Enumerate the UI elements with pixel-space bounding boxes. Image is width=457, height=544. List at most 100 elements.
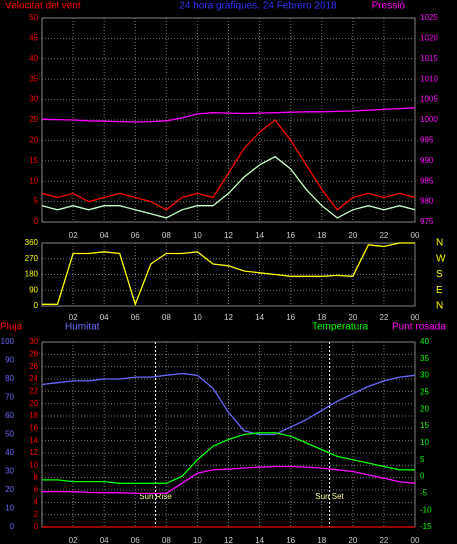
x-tick-label: 00 xyxy=(411,313,420,322)
y-tick-label: 26 xyxy=(29,362,38,371)
x-tick-label: 16 xyxy=(286,313,295,322)
y-tick-label: 50 xyxy=(29,13,38,22)
y-tick-label: 15 xyxy=(29,156,38,165)
x-tick-label: 04 xyxy=(100,536,109,544)
y-tick-label: 90 xyxy=(29,285,38,294)
x-tick-label: 20 xyxy=(348,231,357,240)
y2-tick-label: 985 xyxy=(420,176,434,185)
legend-entry: Pluja xyxy=(0,322,23,333)
y2-tick-label: N xyxy=(436,301,443,312)
x-tick-label: 12 xyxy=(224,231,233,240)
y-tick-label: 35 xyxy=(29,74,38,83)
x-tick-label: 06 xyxy=(131,231,140,240)
y-tick-label: 12 xyxy=(29,448,38,457)
y2-tick-label: 20 xyxy=(420,404,429,413)
y-tick-label: 360 xyxy=(25,238,39,247)
y-tick-label: 10 xyxy=(29,460,38,469)
y-tick-label: 28 xyxy=(29,349,38,358)
y3-tick-label: 100 xyxy=(1,337,15,346)
y-tick-label: 10 xyxy=(29,176,38,185)
x-tick-label: 02 xyxy=(69,313,78,322)
y2-tick-label: 1000 xyxy=(420,115,438,124)
y-tick-label: 180 xyxy=(25,270,39,279)
y2-tick-label: -15 xyxy=(420,522,432,531)
y2-tick-label: 40 xyxy=(420,337,429,346)
y-tick-label: 2 xyxy=(34,510,39,519)
y2-tick-label: E xyxy=(436,285,443,296)
y-tick-label: 20 xyxy=(29,136,38,145)
y3-tick-label: 40 xyxy=(5,448,14,457)
y-tick-label: 30 xyxy=(29,95,38,104)
y-tick-label: 6 xyxy=(34,485,39,494)
y-tick-label: 22 xyxy=(29,386,38,395)
y-tick-label: 16 xyxy=(29,423,38,432)
y2-tick-label: 1015 xyxy=(420,54,438,63)
y-tick-label: 40 xyxy=(29,54,38,63)
y-tick-label: 4 xyxy=(34,497,39,506)
y2-tick-label: 995 xyxy=(420,136,434,145)
y2-tick-label: 15 xyxy=(420,421,429,430)
wind-label: Velocitat del vent xyxy=(5,1,81,12)
x-tick-label: 00 xyxy=(411,536,420,544)
y3-tick-label: 90 xyxy=(5,356,14,365)
series-line xyxy=(42,242,415,307)
x-tick-label: 16 xyxy=(286,536,295,544)
x-tick-label: 08 xyxy=(162,231,171,240)
x-tick-label: 12 xyxy=(224,536,233,544)
series-line xyxy=(41,119,416,211)
x-tick-label: 16 xyxy=(286,231,295,240)
y-tick-label: 18 xyxy=(29,411,38,420)
y2-tick-label: 25 xyxy=(420,388,429,397)
x-tick-label: 10 xyxy=(193,231,202,240)
x-tick-label: 20 xyxy=(348,536,357,544)
y-tick-label: 14 xyxy=(29,436,38,445)
y2-tick-label: W xyxy=(436,253,446,264)
y3-tick-label: 20 xyxy=(5,485,14,494)
x-tick-label: 12 xyxy=(224,313,233,322)
y-tick-label: 25 xyxy=(29,115,38,124)
x-tick-label: 00 xyxy=(411,231,420,240)
x-tick-label: 04 xyxy=(100,313,109,322)
y3-tick-label: 30 xyxy=(5,467,14,476)
x-tick-label: 14 xyxy=(255,536,264,544)
y-tick-label: 30 xyxy=(29,337,38,346)
y-tick-label: 8 xyxy=(34,473,39,482)
y2-tick-label: 990 xyxy=(420,156,434,165)
y3-tick-label: 0 xyxy=(10,522,15,531)
x-tick-label: 02 xyxy=(69,536,78,544)
annotation: Sun Rise xyxy=(139,492,172,501)
x-tick-label: 20 xyxy=(348,313,357,322)
y2-tick-label: 10 xyxy=(420,438,429,447)
legend-entry: Temperatura xyxy=(312,322,369,333)
x-tick-label: 18 xyxy=(317,313,326,322)
y-tick-label: 20 xyxy=(29,399,38,408)
legend-entry: Punt rosada xyxy=(392,322,446,333)
y-tick-label: 0 xyxy=(34,301,39,310)
y2-tick-label: -5 xyxy=(420,488,428,497)
x-tick-label: 22 xyxy=(379,536,388,544)
y2-tick-label: S xyxy=(436,269,443,280)
x-tick-label: 10 xyxy=(193,536,202,544)
y3-tick-label: 50 xyxy=(5,430,14,439)
y2-tick-label: 35 xyxy=(420,354,429,363)
x-tick-label: 04 xyxy=(100,231,109,240)
x-tick-label: 08 xyxy=(162,536,171,544)
y2-tick-label: 980 xyxy=(420,197,434,206)
chart-title: 24 hora gràfiques. 24 Febrero 2018 xyxy=(179,1,337,12)
y-tick-label: 0 xyxy=(34,522,39,531)
pressure-label: Pressió xyxy=(372,1,406,12)
y2-tick-label: -10 xyxy=(420,505,432,514)
y-tick-label: 24 xyxy=(29,374,38,383)
x-tick-label: 14 xyxy=(255,313,264,322)
x-tick-label: 08 xyxy=(162,313,171,322)
series-line xyxy=(41,155,416,219)
series-line xyxy=(41,107,416,123)
x-tick-label: 22 xyxy=(379,231,388,240)
legend-entry: Humitat xyxy=(65,322,100,333)
y3-tick-label: 80 xyxy=(5,374,14,383)
y2-tick-label: 1025 xyxy=(420,13,438,22)
y2-tick-label: 975 xyxy=(420,217,434,226)
y2-tick-label: 5 xyxy=(420,455,425,464)
y2-tick-label: 1010 xyxy=(420,74,438,83)
